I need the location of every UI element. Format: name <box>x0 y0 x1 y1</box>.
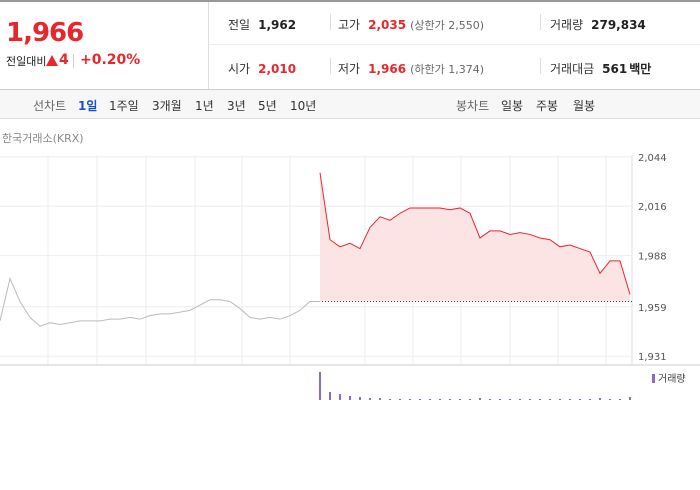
volume-bar <box>379 398 381 400</box>
tab-label: 봉차트 <box>456 99 490 113</box>
divider <box>330 58 331 74</box>
stat-label: 시가 <box>228 62 251 76</box>
stat: 거래량 279,834 <box>550 14 646 33</box>
volume-bar <box>439 399 441 400</box>
stat-note: (하한가 1,374) <box>410 63 484 76</box>
volume-bar <box>469 399 471 400</box>
candle-tab[interactable]: 주봉 <box>536 99 559 113</box>
change-label: 전일대비 <box>6 55 47 68</box>
stat: 고가 2,035 (상한가 2,550) <box>338 14 484 33</box>
change: 4 <box>59 52 69 68</box>
volume-bar <box>529 399 531 400</box>
stat-value: 1,962 <box>258 18 297 32</box>
stat: 전일 1,962 <box>228 14 296 33</box>
stat-value: 2,010 <box>258 62 297 76</box>
volume-bar <box>349 396 351 400</box>
divider <box>330 14 331 30</box>
volume-bar <box>629 397 631 400</box>
volume-bar <box>599 398 601 400</box>
price: 1,966 <box>6 18 84 48</box>
period-tab[interactable]: 1일 <box>78 99 98 113</box>
line <box>0 276 320 327</box>
stat: 시가 2,010 <box>228 58 296 77</box>
volume-bar <box>539 399 541 400</box>
candle-tab[interactable]: 일봉 <box>501 99 524 113</box>
legend-swatch <box>652 374 655 383</box>
volume-bar <box>559 399 561 400</box>
stat-value: 2,035 <box>368 18 407 32</box>
volume-bar <box>619 399 621 400</box>
stat: 거래대금 561 백만 <box>550 58 651 77</box>
area <box>320 172 630 302</box>
divider <box>0 89 700 90</box>
volume-bar <box>579 399 581 400</box>
period-tab[interactable]: 10년 <box>290 99 317 113</box>
up-icon <box>46 55 58 66</box>
period-tab[interactable]: 3개월 <box>152 99 182 113</box>
volume-bar <box>319 372 321 400</box>
volume-bar <box>389 399 391 400</box>
stat-label: 전일 <box>228 18 251 32</box>
legend-label: 거래량 <box>658 373 686 385</box>
divider <box>73 54 74 68</box>
stat: 저가 1,966 (하한가 1,374) <box>338 58 484 77</box>
stat-note: (상한가 2,550) <box>410 19 484 32</box>
volume-bar <box>499 399 501 400</box>
volume-bar <box>429 399 431 400</box>
volume-bar <box>339 394 341 400</box>
volume-bar <box>449 399 451 400</box>
stat-unit: 백만 <box>629 62 652 76</box>
volume-bar <box>399 399 401 400</box>
y-tick-label: 2,016 <box>638 202 667 213</box>
volume-bar <box>519 399 521 400</box>
tab-label: 선차트 <box>33 99 67 113</box>
volume-bar <box>589 399 591 400</box>
top-border <box>0 0 700 2</box>
stat-label: 저가 <box>338 62 361 76</box>
volume-bar <box>369 398 371 400</box>
change-pct: +0.20% <box>80 52 141 68</box>
volume-bar <box>459 399 461 400</box>
y-tick-label: 2,044 <box>638 153 667 164</box>
stat-value: 561 <box>602 62 628 76</box>
volume-bar <box>409 399 411 400</box>
stat-value: 279,834 <box>591 18 646 32</box>
volume-bar <box>609 399 611 400</box>
divider <box>540 14 541 30</box>
volume-bar <box>569 399 571 400</box>
period-tab[interactable]: 1주일 <box>109 99 139 113</box>
divider <box>210 44 700 45</box>
volume-bar <box>489 399 491 400</box>
period-tab[interactable]: 3년 <box>227 99 246 113</box>
volume-bar <box>329 392 331 400</box>
volume-bar <box>479 398 481 400</box>
volume-bar <box>419 399 421 400</box>
stat-label: 거래량 <box>550 18 584 32</box>
line <box>319 172 631 295</box>
volume-bar <box>509 399 511 400</box>
volume-bar <box>549 399 551 400</box>
divider <box>540 58 541 74</box>
volume-bar <box>359 397 361 400</box>
tab-bar <box>0 90 700 119</box>
divider <box>208 2 209 90</box>
y-tick-label: 1,959 <box>638 303 667 314</box>
period-tab[interactable]: 1년 <box>195 99 214 113</box>
stat-value: 1,966 <box>368 62 407 76</box>
y-tick-label: 1,931 <box>638 352 667 363</box>
candle-tab[interactable]: 월봉 <box>573 99 596 113</box>
stat-label: 거래대금 <box>550 62 595 76</box>
source: 한국거래소(KRX) <box>2 132 84 145</box>
stat-label: 고가 <box>338 18 361 32</box>
y-tick-label: 1,988 <box>638 252 667 263</box>
period-tab[interactable]: 5년 <box>258 99 277 113</box>
